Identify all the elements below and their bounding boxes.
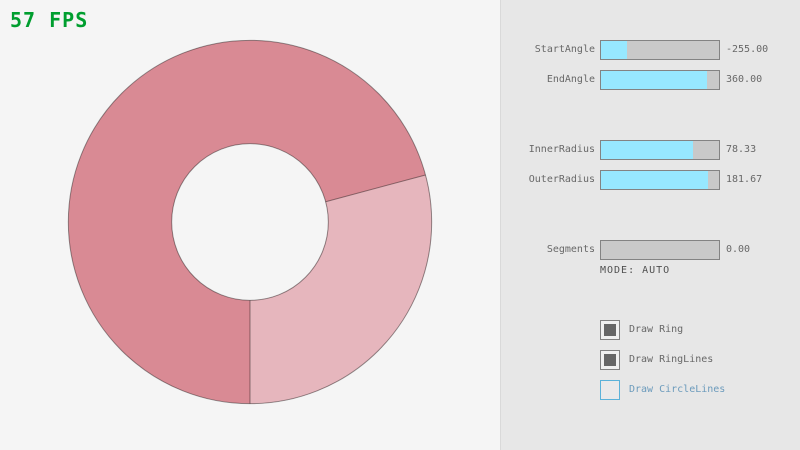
checkbox-draw-ring[interactable]: [600, 320, 620, 340]
slider-row-outerradius: OuterRadius 181.67: [501, 170, 800, 190]
checkbox-row-draw-ringlines: Draw RingLines: [600, 350, 800, 370]
slider-value-startangle: -255.00: [726, 44, 769, 55]
checkbox-check-mark: [604, 324, 616, 336]
slider-row-innerradius: InnerRadius 78.33: [501, 140, 800, 160]
ring-divider-line-upper-right: [325, 174, 426, 203]
slider-innerradius[interactable]: [600, 140, 720, 160]
slider-label-endangle: EndAngle: [546, 74, 595, 85]
slider-value-segments: 0.00: [726, 244, 751, 255]
slider-outerradius[interactable]: [600, 170, 720, 190]
slider-label-startangle: StartAngle: [534, 44, 595, 55]
checkbox-check-mark: [604, 354, 616, 366]
checkbox-label-draw-circlelines: Draw CircleLines: [629, 384, 726, 395]
slider-startangle[interactable]: [600, 40, 720, 60]
slider-label-segments: Segments: [546, 244, 595, 255]
checkbox-label-draw-ring: Draw Ring: [629, 324, 684, 335]
slider-value-innerradius: 78.33: [726, 144, 757, 155]
slider-endangle[interactable]: [600, 70, 720, 90]
slider-label-outerradius: OuterRadius: [528, 174, 595, 185]
checkbox-row-draw-ring: Draw Ring: [600, 320, 800, 340]
ring-hole: [171, 143, 329, 301]
ring-outline-outer: [67, 39, 433, 405]
slider-value-outerradius: 181.67: [726, 174, 763, 185]
ring-fill-light: [250, 174, 432, 404]
fps-counter: 57 FPS: [10, 8, 89, 32]
slider-fill-endangle: [601, 71, 708, 89]
slider-label-innerradius: InnerRadius: [528, 144, 595, 155]
slider-fill-innerradius: [601, 141, 694, 159]
slider-value-endangle: 360.00: [726, 74, 763, 85]
slider-row-startangle: StartAngle -255.00: [501, 40, 800, 60]
checkbox-row-draw-circlelines: Draw CircleLines: [600, 380, 800, 400]
settings-panel: StartAngle -255.00 EndAngle 360.00 Inner…: [500, 0, 800, 450]
slider-row-endangle: EndAngle 360.00: [501, 70, 800, 90]
slider-row-segments: Segments 0.00: [501, 240, 800, 260]
segments-mode-label: MODE: AUTO: [600, 265, 671, 276]
ring-outline-inner: [171, 143, 329, 301]
checkbox-label-draw-ringlines: Draw RingLines: [629, 354, 714, 365]
checkbox-draw-ringlines[interactable]: [600, 350, 620, 370]
checkbox-draw-circlelines[interactable]: [600, 380, 620, 400]
slider-fill-outerradius: [601, 171, 709, 189]
slider-segments[interactable]: [600, 240, 720, 260]
slider-fill-startangle: [601, 41, 627, 59]
